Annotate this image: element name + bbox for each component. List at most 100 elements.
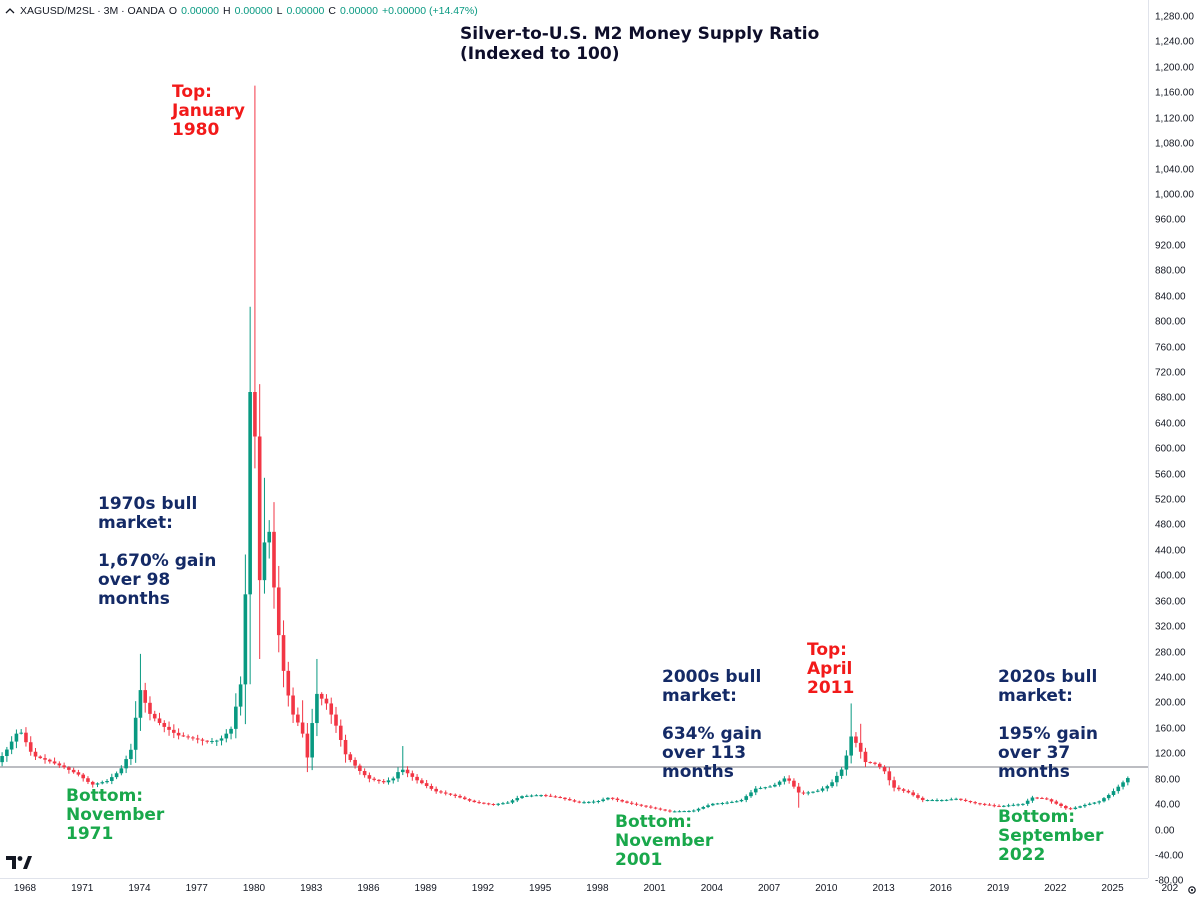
- time-tick-11: 2001: [643, 883, 666, 894]
- candle-75: [348, 752, 353, 763]
- candle-177: [835, 771, 839, 787]
- price-tick-33: -40.00: [1155, 850, 1184, 862]
- time-tick-5: 1983: [300, 883, 323, 894]
- candle-86: [400, 746, 405, 776]
- candle-160: [753, 786, 758, 796]
- candle-138: [649, 805, 653, 809]
- candle-41: [186, 734, 190, 740]
- candle-53: [243, 554, 248, 725]
- candle-211: [997, 804, 1001, 808]
- candle-208: [982, 802, 987, 806]
- candle-228: [1078, 805, 1082, 809]
- candle-162: [763, 786, 768, 790]
- price-tick-29: 120.00: [1155, 748, 1186, 760]
- chart-legend[interactable]: XAGUSD/M2SL · 3M · OANDA O 0.00000 H 0.000…: [4, 5, 478, 17]
- candle-182: [858, 723, 863, 759]
- candle-139: [653, 806, 658, 810]
- candle-110: [515, 795, 520, 803]
- candle-49: [224, 729, 229, 743]
- collapse-arrow-icon[interactable]: [4, 5, 16, 17]
- candle-124: [582, 800, 586, 804]
- candle-187: [882, 765, 887, 775]
- candle-184: [868, 761, 873, 764]
- candle-235: [1111, 788, 1116, 797]
- chart-title-block: Silver-to-U.S. M2 Money Supply Ratio (In…: [460, 24, 819, 64]
- candle-169: [796, 782, 801, 808]
- candle-188: [887, 767, 892, 786]
- candle-7: [24, 727, 28, 747]
- candle-77: [358, 763, 362, 775]
- price-plot[interactable]: [0, 0, 1148, 878]
- candle-194: [916, 793, 920, 800]
- candle-191: [901, 787, 906, 793]
- candle-89: [415, 774, 419, 784]
- candle-141: [663, 808, 667, 812]
- candle-132: [620, 799, 625, 803]
- candle-199: [939, 799, 944, 802]
- price-tick-4: 1,120.00: [1155, 113, 1194, 125]
- candle-59: [272, 502, 276, 609]
- time-tick-7: 1989: [414, 883, 437, 894]
- candle-119: [558, 795, 562, 799]
- candle-71: [329, 697, 334, 724]
- candle-135: [634, 802, 639, 807]
- candle-50: [229, 726, 233, 740]
- candle-82: [381, 779, 386, 784]
- candle-99: [462, 795, 467, 800]
- candle-130: [610, 797, 615, 801]
- candle-156: [734, 800, 739, 803]
- legend-low-label: L: [276, 5, 283, 17]
- candle-54: [248, 306, 252, 685]
- legend-symbol[interactable]: XAGUSD/M2SL · 3M · OANDA: [20, 5, 165, 17]
- candle-226: [1068, 807, 1073, 810]
- candle-229: [1083, 803, 1087, 808]
- price-tick-18: 560.00: [1155, 469, 1186, 481]
- candle-232: [1097, 800, 1102, 805]
- candle-234: [1106, 793, 1111, 801]
- candle-196: [925, 799, 930, 802]
- annotation-bottom-1971: Bottom: November 1971: [66, 786, 165, 844]
- candle-174: [820, 786, 825, 793]
- candle-212: [1002, 805, 1006, 808]
- price-axis[interactable]: 1,280.00 1,240.00 1,200.00 1,160.00 1,120.00…: [1148, 0, 1200, 887]
- price-tick-14: 720.00: [1155, 367, 1186, 379]
- candle-127: [596, 800, 601, 804]
- candle-30: [133, 701, 138, 763]
- candle-237: [1121, 780, 1125, 790]
- price-tick-22: 400.00: [1155, 570, 1186, 582]
- price-tick-30: 80.00: [1155, 774, 1181, 786]
- time-tick-20: 202: [1161, 883, 1179, 894]
- time-tick-16: 2016: [929, 883, 952, 894]
- candle-202: [954, 797, 958, 801]
- candle-5: [14, 729, 19, 749]
- candle-83: [386, 777, 391, 785]
- candle-117: [548, 793, 553, 797]
- candle-129: [606, 797, 610, 801]
- candle-193: [911, 790, 915, 797]
- candle-17: [71, 767, 76, 774]
- candle-78: [362, 768, 367, 778]
- time-axis[interactable]: 1968 1971 1974 1977 1980 1983 1986 1989 1992 1995…: [0, 878, 1178, 901]
- time-tick-13: 2007: [757, 883, 781, 894]
- annotation-bottom-2022: Bottom: September 2022: [998, 807, 1104, 865]
- candle-206: [973, 801, 977, 805]
- candle-167: [787, 775, 791, 784]
- candle-67: [310, 708, 314, 771]
- candle-161: [758, 786, 763, 790]
- chart-area[interactable]: XAGUSD/M2SL · 3M · OANDA O 0.00000 H 0.000…: [0, 0, 1148, 878]
- candle-170: [801, 790, 806, 795]
- candle-2: [0, 752, 4, 767]
- annotation-bull-1970s: 1970s bull market: 1,670% gain over 98 m…: [98, 494, 217, 609]
- price-tick-21: 440.00: [1155, 545, 1186, 557]
- candle-22: [95, 782, 100, 788]
- candle-108: [505, 800, 510, 804]
- candle-88: [410, 770, 415, 781]
- time-tick-2: 1974: [128, 883, 151, 894]
- candle-173: [815, 789, 820, 793]
- candle-190: [897, 785, 901, 792]
- settings-gear-icon[interactable]: [1186, 884, 1198, 896]
- time-tick-17: 2019: [986, 883, 1010, 894]
- tradingview-logo-icon[interactable]: [6, 854, 32, 870]
- price-tick-31: 40.00: [1155, 799, 1181, 811]
- price-tick-12: 800.00: [1155, 316, 1186, 328]
